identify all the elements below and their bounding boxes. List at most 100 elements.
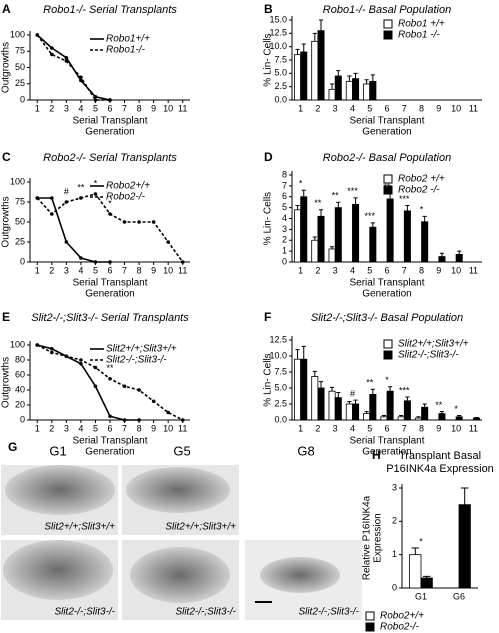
significance-label: # <box>64 186 69 196</box>
legend-label: Slit2-/-;Slit3-/- <box>106 355 167 366</box>
data-point <box>93 192 98 196</box>
error-bar <box>422 575 431 578</box>
error-bar <box>295 204 300 210</box>
x-tick-label: 8 <box>137 423 142 433</box>
y-tick-label: 100 <box>10 29 25 39</box>
legend-label: Robo2+/+ <box>380 611 424 622</box>
data-point <box>64 240 69 244</box>
y-tick-label: 7.5 <box>274 366 287 376</box>
error-bar <box>336 70 341 76</box>
bar <box>414 417 422 421</box>
ductal-tree <box>3 540 113 600</box>
error-bar <box>474 416 479 419</box>
bar <box>438 256 446 263</box>
data-point <box>122 418 127 422</box>
significance-label: *** <box>347 186 358 196</box>
x-tick-label: 7 <box>122 423 127 433</box>
x-tick-label: 5 <box>93 265 98 275</box>
y-tick-label: 75 <box>15 46 25 56</box>
chart-title: Slit2-/-;Slit3-/- Basal Population <box>311 312 463 324</box>
y-tick-label: 10.0 <box>269 350 287 360</box>
significance-label: ** <box>77 182 85 192</box>
image-caption: Slit2-/-;Slit3-/- <box>175 607 236 618</box>
y-tick-label: 3 <box>392 482 397 492</box>
x-tick-label: 9 <box>151 423 156 433</box>
error-bar <box>301 189 306 197</box>
series-line <box>37 344 140 421</box>
legend-swatch <box>365 611 375 621</box>
y-tick-label: 2 <box>282 235 287 245</box>
error-bar <box>347 75 352 82</box>
significance-label: * <box>94 178 98 188</box>
bar <box>397 416 405 421</box>
significance-label: ** <box>366 378 374 388</box>
y-axis-label: % Glands With <box>0 349 1 415</box>
error-bar <box>370 74 375 82</box>
x-axis-label: Serial Transplant <box>72 116 147 127</box>
bar <box>352 403 360 421</box>
error-bar <box>312 370 317 377</box>
error-bar <box>364 79 369 84</box>
y-tick-label: 60 <box>15 369 25 379</box>
error-bar <box>405 204 410 211</box>
x-tick-label: 2 <box>315 423 320 433</box>
data-point <box>35 343 40 347</box>
x-tick-label: 6 <box>384 423 389 433</box>
x-tick-label: 5 <box>367 423 372 433</box>
y-axis-label: Expression <box>373 513 384 562</box>
y-tick-label: 4 <box>282 213 287 223</box>
y-tick-label: 80 <box>15 354 25 364</box>
bar <box>300 196 308 263</box>
error-bar <box>399 415 404 417</box>
error-bar <box>439 411 444 414</box>
bar <box>403 210 411 263</box>
bar <box>369 80 377 101</box>
significance-label: * <box>108 198 112 208</box>
significance-label: * <box>454 404 458 414</box>
x-tick-label: 2 <box>49 423 54 433</box>
y-axis-label: Outgrowths <box>1 357 12 408</box>
x-tick-label: 9 <box>436 423 441 433</box>
error-bar <box>422 215 427 222</box>
panel-label: E <box>2 310 10 324</box>
chart-panel: F Slit2-/-;Slit3-/- Basal Population 0.0 2.… <box>263 310 482 458</box>
image-caption: Slit2+/+;Slit3+/+ <box>44 522 115 533</box>
x-tick-label: 3 <box>64 103 69 113</box>
x-tick-label: 11 <box>469 423 478 433</box>
x-tick-label: 2 <box>315 103 320 113</box>
x-axis-label: Generation <box>362 289 411 300</box>
image-caption: Slit2-/-;Slit3-/- <box>298 607 359 618</box>
significance-label: ** <box>435 400 443 410</box>
x-tick-label: G1 <box>415 591 427 601</box>
x-tick-label: 8 <box>419 265 424 275</box>
y-tick-label: 50 <box>15 62 25 72</box>
bar <box>311 239 319 263</box>
bar <box>328 88 336 101</box>
y-tick-label: 100 <box>10 339 25 349</box>
chart-title: Robo1-/- Basal Population <box>323 4 451 16</box>
legend-swatch <box>383 174 393 184</box>
data-point <box>93 384 98 389</box>
significance-label: ** <box>314 198 322 208</box>
bar <box>352 78 360 101</box>
data-point <box>79 75 83 80</box>
legend-swatch <box>383 185 393 195</box>
x-axis-label: Generation <box>362 127 411 138</box>
x-axis-label: Generation <box>85 447 134 458</box>
error-bar <box>318 19 324 31</box>
bar <box>352 203 360 263</box>
x-tick-label: 9 <box>436 265 441 275</box>
x-tick-label: 1 <box>35 265 40 275</box>
error-bar <box>330 246 335 249</box>
data-point <box>79 196 83 200</box>
data-point <box>137 388 141 392</box>
y-tick-label: 25 <box>15 236 25 246</box>
chart-title: Transplant Basal <box>399 450 481 462</box>
legend-label: Slit2+/+;Slit3+/+ <box>106 344 177 355</box>
chart-title: Robo2-/- Basal Population <box>323 152 451 164</box>
significance-label: ** <box>106 363 114 373</box>
chart-panel: E Slit2-/-;Slit3-/- Serial Transplants 0 20… <box>0 310 190 458</box>
error-bar <box>336 201 341 208</box>
series-line <box>36 34 110 101</box>
